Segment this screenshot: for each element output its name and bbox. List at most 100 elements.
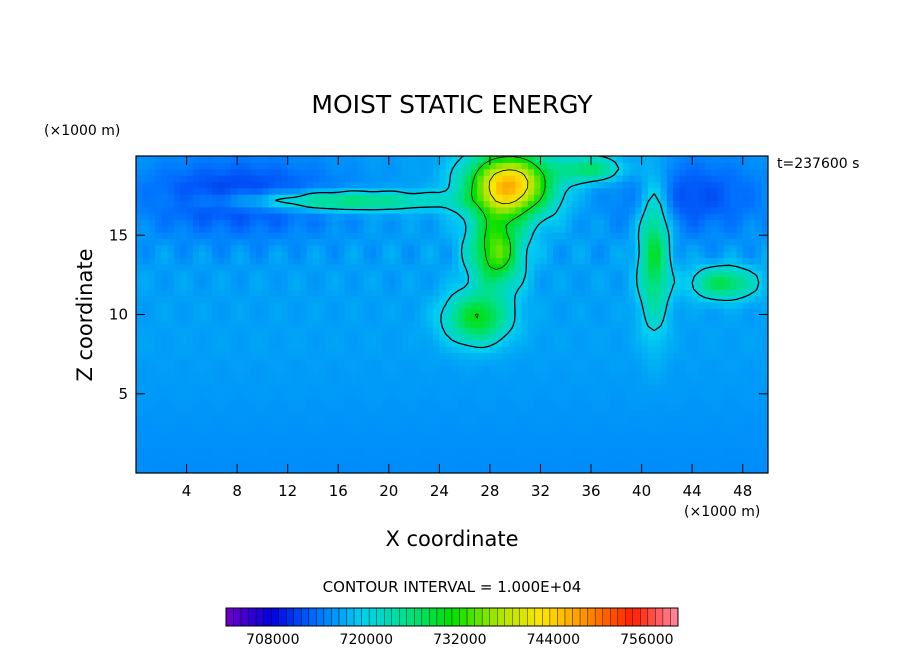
field-cell xyxy=(464,434,472,442)
field-cell xyxy=(180,206,188,214)
field-cell xyxy=(445,301,453,309)
field-cell xyxy=(433,181,440,189)
field-cell xyxy=(275,301,282,309)
field-cell xyxy=(154,327,162,335)
field-cell xyxy=(243,365,251,373)
field-cell xyxy=(755,441,763,449)
field-cell xyxy=(325,352,333,360)
field-cell xyxy=(515,390,523,398)
field-cell xyxy=(294,225,301,233)
field-cell xyxy=(281,314,289,322)
field-cell xyxy=(148,365,156,373)
field-cell xyxy=(591,295,598,303)
field-cell xyxy=(350,365,358,373)
field-cell xyxy=(578,206,586,214)
field-cell xyxy=(407,314,415,322)
field-cell xyxy=(452,333,459,341)
field-cell xyxy=(584,384,592,392)
field-cell xyxy=(363,384,371,392)
field-cell xyxy=(338,396,346,404)
field-cell xyxy=(180,403,188,411)
field-cell xyxy=(224,257,232,265)
field-cell xyxy=(483,308,491,316)
field-cell xyxy=(521,257,529,265)
field-cell xyxy=(249,371,257,379)
field-cell xyxy=(483,466,491,473)
field-cell xyxy=(660,422,668,430)
field-cell xyxy=(426,200,434,208)
field-cell xyxy=(268,333,276,341)
field-cell xyxy=(685,460,693,468)
field-cell xyxy=(199,358,207,366)
field-cell xyxy=(192,301,200,309)
field-cell xyxy=(167,339,175,347)
field-cell xyxy=(218,371,226,379)
field-cell xyxy=(502,403,510,411)
field-cell xyxy=(723,441,731,449)
field-cell xyxy=(565,308,573,316)
field-cell xyxy=(521,244,529,252)
field-cell xyxy=(761,428,768,436)
field-cell xyxy=(230,434,238,442)
field-cell xyxy=(711,194,719,201)
field-cell xyxy=(597,232,605,240)
field-cell xyxy=(452,390,459,398)
field-cell xyxy=(192,194,200,201)
field-cell xyxy=(578,466,586,473)
field-cell xyxy=(357,333,365,341)
field-cell xyxy=(470,377,478,385)
field-cell xyxy=(205,460,213,468)
field-cell xyxy=(426,238,434,246)
field-cell xyxy=(275,403,282,411)
field-cell xyxy=(312,168,320,176)
field-cell xyxy=(205,327,213,335)
field-cell xyxy=(470,365,478,373)
field-cell xyxy=(641,320,649,328)
field-cell xyxy=(717,301,725,309)
field-cell xyxy=(610,466,617,473)
field-cell xyxy=(641,282,649,290)
field-cell xyxy=(275,320,282,328)
field-cell xyxy=(325,333,333,341)
field-cell xyxy=(230,295,238,303)
field-cell xyxy=(597,403,605,411)
field-cell xyxy=(186,327,194,335)
field-cell xyxy=(218,295,226,303)
field-cell xyxy=(559,181,567,189)
field-cell xyxy=(584,162,592,170)
field-cell xyxy=(357,263,365,271)
field-cell xyxy=(306,270,314,278)
field-cell xyxy=(736,276,744,284)
field-cell xyxy=(685,390,693,398)
field-cell xyxy=(559,434,567,442)
field-cell xyxy=(294,453,301,461)
field-cell xyxy=(218,219,226,227)
field-cell xyxy=(433,365,440,373)
field-cell xyxy=(300,206,308,214)
field-cell xyxy=(224,206,232,214)
field-cell xyxy=(704,314,712,322)
field-cell xyxy=(711,213,719,220)
field-cell xyxy=(483,320,491,328)
field-cell xyxy=(477,213,485,220)
field-cell xyxy=(502,301,510,309)
field-cell xyxy=(363,365,371,373)
field-cell xyxy=(344,447,352,455)
field-cell xyxy=(572,219,579,227)
field-cell xyxy=(319,244,327,252)
field-cell xyxy=(572,352,579,360)
field-cell xyxy=(167,238,175,246)
field-cell xyxy=(483,213,491,220)
field-cell xyxy=(515,346,523,354)
field-cell xyxy=(357,156,365,163)
field-cell xyxy=(186,358,194,366)
field-cell xyxy=(294,301,301,309)
field-cell xyxy=(584,358,592,366)
field-cell xyxy=(597,238,605,246)
field-cell xyxy=(685,327,693,335)
field-cell xyxy=(527,453,535,461)
field-cell xyxy=(161,276,169,284)
field-cell xyxy=(452,251,459,259)
field-cell xyxy=(660,295,668,303)
field-cell xyxy=(736,333,744,341)
